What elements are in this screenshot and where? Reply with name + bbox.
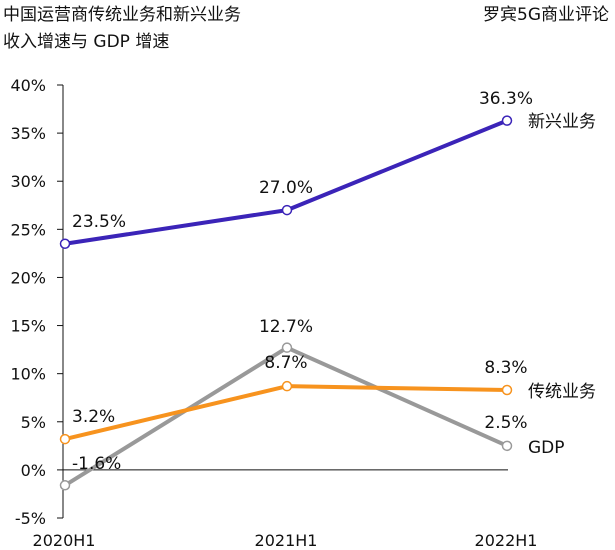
data-labels: 23.5% 27.0% 36.3% 3.2% 8.7% 8.3% -1.6% 12.7% 2.5… xyxy=(72,89,533,474)
series-name-label: 新兴业务 xyxy=(528,112,596,132)
x-axis-ticks: 2020H1 2021H1 2022H1 xyxy=(33,531,538,550)
data-label: -1.6% xyxy=(72,454,121,474)
data-point xyxy=(59,433,71,445)
series-lines xyxy=(63,118,509,488)
data-point xyxy=(281,342,293,353)
data-label: 27.0% xyxy=(259,178,313,198)
data-label: 2.5% xyxy=(484,413,527,433)
series-name-label: GDP xyxy=(528,438,565,458)
y-tick-label: 5% xyxy=(21,413,46,432)
y-tick-label: 10% xyxy=(10,365,46,384)
data-label: 36.3% xyxy=(479,89,533,109)
y-tick-label: 0% xyxy=(21,461,46,480)
x-tick-label: 2020H1 xyxy=(33,531,96,550)
title-line-2: 收入增速与 GDP 增速 xyxy=(3,32,170,52)
title-line-1: 中国运营商传统业务和新兴业务 xyxy=(3,5,241,25)
data-point xyxy=(501,115,513,126)
y-tick-label: 15% xyxy=(10,317,46,336)
y-tick-label: 35% xyxy=(10,124,46,143)
series-name-label: 传统业务 xyxy=(528,382,596,402)
data-label: 3.2% xyxy=(72,407,115,427)
data-point xyxy=(281,380,293,392)
data-label: 8.7% xyxy=(264,353,307,373)
data-label: 8.3% xyxy=(484,358,527,378)
y-tick-label: -5% xyxy=(15,509,46,528)
data-point xyxy=(281,204,293,216)
data-point xyxy=(501,384,513,396)
data-label: 12.7% xyxy=(259,317,313,337)
x-tick-label: 2022H1 xyxy=(475,531,538,550)
y-tick-label: 20% xyxy=(10,268,46,287)
y-tick-label: 25% xyxy=(10,220,46,239)
y-tick-label: 40% xyxy=(10,76,46,95)
y-axis-ticks: 40% 35% 30% 25% 20% 15% 10% 5% 0% -5% xyxy=(10,76,63,528)
series-points xyxy=(59,115,513,491)
data-point xyxy=(59,480,71,491)
x-tick-label: 2021H1 xyxy=(255,531,318,550)
y-tick-label: 30% xyxy=(10,172,46,191)
data-point xyxy=(501,440,513,452)
data-label: 23.5% xyxy=(72,212,126,232)
data-point xyxy=(59,238,71,250)
chart-title: 中国运营商传统业务和新兴业务 收入增速与 GDP 增速 xyxy=(3,2,241,56)
brand-label: 罗宾5G商业评论 xyxy=(483,5,609,25)
series-line xyxy=(63,384,509,442)
